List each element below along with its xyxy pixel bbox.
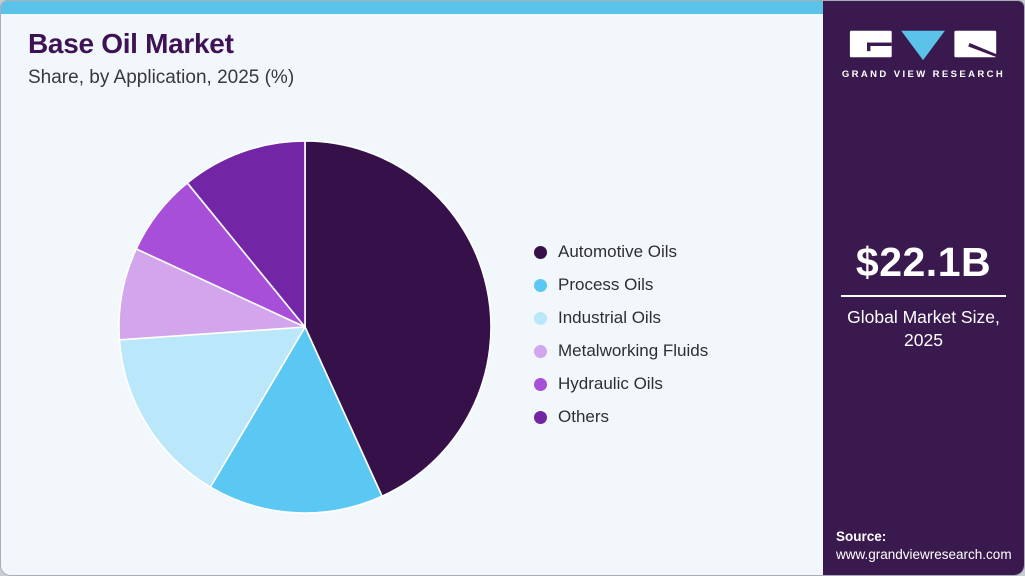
market-size-label: Global Market Size, 2025 — [839, 306, 1008, 352]
pie-slice-process-oils — [209, 326, 383, 514]
source-label: Source: — [836, 529, 887, 544]
market-size-label-line2: 2025 — [904, 330, 943, 351]
brand-name: GRAND VIEW RESEARCH — [841, 69, 1006, 80]
legend-dot-industrial-oils — [534, 311, 547, 325]
brand-sidebar: GRAND VIEW RESEARCH $22.1B Global Market… — [823, 1, 1024, 575]
legend: Automotive Oils Process Oils Industrial Oi… — [534, 242, 708, 427]
legend-label: Industrial Oils — [558, 308, 661, 327]
page-title: Base Oil Market — [28, 28, 234, 59]
legend-item-process-oils: Process Oils — [534, 275, 708, 295]
logo-g-glyph — [849, 30, 892, 58]
gvr-logo-icon — [849, 30, 1000, 61]
market-size-block: $22.1B Global Market Size, 2025 — [839, 239, 1008, 352]
pie-chart — [115, 137, 495, 517]
legend-label: Metalworking Fluids — [558, 341, 709, 360]
legend-label: Automotive Oils — [558, 242, 678, 261]
legend-item-automotive-oils: Automotive Oils — [534, 242, 708, 262]
logo-r-glyph — [953, 30, 1000, 59]
market-size-label-line1: Global Market Size, — [847, 307, 1000, 327]
legend-item-metalworking-fluids: Metalworking Fluids — [534, 341, 708, 361]
legend-item-hydraulic-oils: Hydraulic Oils — [534, 374, 708, 394]
page-subtitle: Share, by Application, 2025 (%) — [28, 67, 295, 88]
market-size-divider — [841, 295, 1006, 297]
legend-label: Hydraulic Oils — [558, 374, 663, 393]
legend-dot-others — [534, 410, 547, 424]
legend-item-industrial-oils: Industrial Oils — [534, 308, 708, 328]
chart-header: Base Oil Market Share, by Application, 2… — [28, 28, 294, 89]
pie-slice-others — [186, 140, 306, 328]
brand-logo: GRAND VIEW RESEARCH — [823, 25, 1024, 80]
legend-label: Process Oils — [558, 275, 654, 294]
chart-panel: Base Oil Market Share, by Application, 2… — [1, 1, 823, 575]
legend-dot-automotive-oils — [534, 245, 547, 259]
pie-chart-svg — [118, 140, 492, 514]
legend-dot-hydraulic-oils — [534, 377, 547, 391]
source-url: www.grandviewresearch.com — [836, 547, 1012, 562]
legend-dot-process-oils — [534, 278, 547, 292]
legend-dot-metalworking-fluids — [534, 344, 547, 358]
pie-slice-metalworking-fluids — [118, 248, 306, 341]
legend-label: Others — [558, 407, 610, 426]
pie-slice-automotive-oils — [304, 140, 492, 498]
logo-v-glyph — [900, 30, 945, 61]
pie-slice-industrial-oils — [118, 326, 306, 488]
market-size-value: $22.1B — [855, 239, 992, 285]
legend-item-others: Others — [534, 407, 708, 427]
top-accent-bar — [1, 1, 823, 14]
source-block: Source: www.grandviewresearch.com — [836, 529, 1012, 562]
